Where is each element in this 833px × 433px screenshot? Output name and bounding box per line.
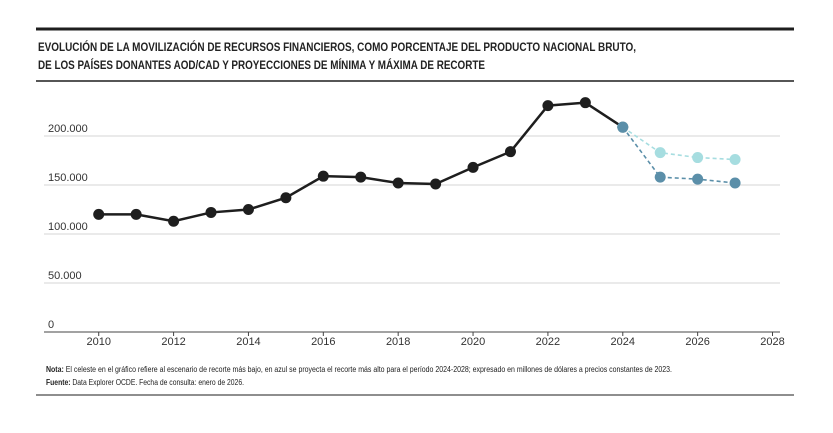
data-point (242, 204, 254, 215)
chart-title: DE LOS PAÍSES DONANTES AOD/CAD Y PROYECC… (38, 59, 485, 72)
chart-title: EVOLUCIÓN DE LA MOVILIZACIÓN DE RECURSOS… (38, 41, 636, 54)
data-point (692, 152, 704, 164)
note-label: Nota: (46, 365, 64, 374)
y-tick-label: 50.000 (48, 270, 82, 282)
data-point (729, 177, 741, 189)
data-point (617, 121, 629, 133)
x-tick-label: 2016 (311, 336, 335, 348)
data-point (205, 206, 217, 218)
x-tick-label: 2020 (461, 336, 485, 348)
data-point (467, 161, 479, 173)
y-tick-label: 100.000 (48, 221, 88, 233)
data-point (280, 192, 292, 204)
data-point (654, 147, 666, 159)
y-tick-label: 0 (48, 319, 54, 331)
x-tick-label: 2022 (536, 336, 560, 348)
series-line (622, 126, 736, 184)
data-point (168, 215, 180, 227)
x-tick-label: 2024 (611, 336, 635, 348)
source: Fuente: Data Explorer OCDE. Fecha de con… (46, 378, 244, 387)
x-tick-label: 2028 (760, 336, 784, 348)
data-point (504, 146, 516, 158)
x-tick-label: 2026 (685, 336, 709, 348)
series-line (622, 126, 736, 161)
note-text: El celeste en el gráfico refiere al esce… (64, 365, 672, 374)
note: Nota: El celeste en el gráfico refiere a… (46, 365, 672, 374)
data-point (93, 208, 105, 220)
source-text: Data Explorer OCDE. Fecha de consulta: e… (71, 378, 244, 387)
data-point (654, 171, 666, 183)
data-point (130, 208, 142, 220)
data-point (542, 100, 554, 112)
data-point (729, 154, 741, 166)
series-line (98, 101, 624, 223)
y-tick-label: 200.000 (48, 123, 88, 135)
data-point (579, 97, 591, 109)
x-tick-label: 2010 (86, 336, 110, 348)
x-tick-label: 2018 (386, 336, 410, 348)
data-point (392, 177, 404, 189)
source-label: Fuente: (46, 378, 71, 387)
data-point (430, 178, 442, 190)
data-point (692, 173, 704, 185)
y-tick-label: 150.000 (48, 172, 88, 184)
x-tick-label: 2014 (236, 336, 260, 348)
x-tick-label: 2012 (161, 336, 185, 348)
data-point (355, 171, 367, 183)
data-point (317, 170, 329, 182)
